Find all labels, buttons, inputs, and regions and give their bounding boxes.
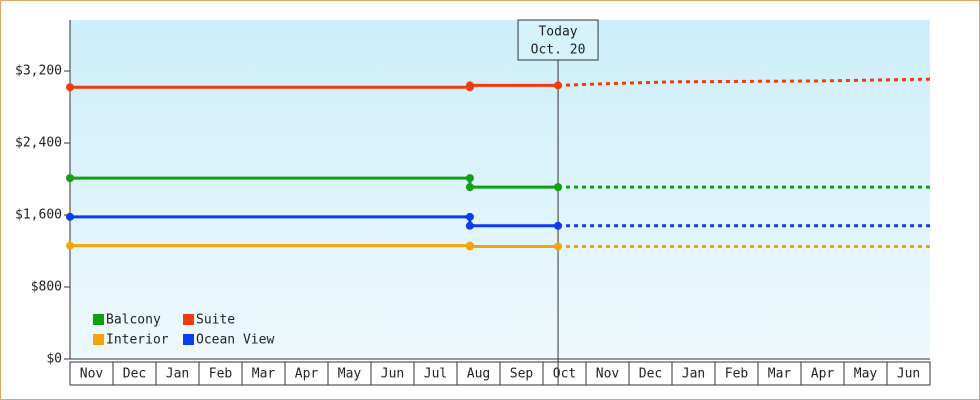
legend-swatch [183, 314, 194, 325]
x-tick-label: Jan [682, 367, 705, 382]
point [465, 221, 474, 230]
point [554, 81, 563, 90]
series-line [70, 176, 559, 189]
x-tick-label: Dec [639, 367, 662, 382]
y-tick-label: $2,400 [15, 136, 62, 151]
x-tick-label: Jul [424, 367, 447, 382]
y-tick-label: $800 [31, 280, 62, 295]
today-label: Oct. 20 [531, 43, 586, 58]
legend-label: Suite [196, 313, 235, 328]
today-box [517, 19, 599, 61]
x-tick-label: Feb [209, 367, 233, 382]
x-tick-label: Nov [596, 367, 620, 382]
point [465, 81, 474, 90]
x-tick-label: May [338, 367, 362, 382]
legend-label: Interior [106, 333, 169, 348]
point [554, 242, 563, 251]
legend-swatch [93, 334, 104, 345]
x-tick-label: Dec [123, 367, 146, 382]
x-tick-label: Apr [295, 367, 319, 382]
x-tick-label: Jun [381, 367, 404, 382]
point [66, 241, 74, 250]
point [465, 242, 474, 251]
x-tick-label: Apr [811, 367, 835, 382]
x-tick-label: May [854, 367, 878, 382]
x-tick-label: Sep [510, 367, 534, 382]
x-tick-label: Aug [467, 367, 490, 382]
legend-label: Balcony [106, 313, 161, 328]
point [465, 212, 474, 221]
x-tick-label: Jun [897, 367, 920, 382]
point [554, 221, 563, 230]
x-tick-label: Oct [553, 367, 576, 382]
point [465, 174, 474, 183]
point [66, 83, 74, 92]
x-tick-label: Mar [768, 367, 792, 382]
x-tick-label: Mar [252, 367, 276, 382]
forecast-line [557, 77, 931, 87]
x-tick-label: Nov [80, 367, 104, 382]
point [465, 183, 474, 192]
x-tick-label: Feb [725, 367, 749, 382]
today-label: Today [538, 25, 577, 40]
y-tick-label: $1,600 [15, 208, 62, 223]
y-tick-label: $0 [46, 352, 62, 367]
x-tick-label: Jan [166, 367, 189, 382]
legend-swatch [183, 334, 194, 345]
plot-area [70, 20, 930, 359]
point [66, 212, 74, 221]
point [554, 183, 563, 192]
y-tick-label: $3,200 [15, 64, 62, 79]
series-line [70, 244, 559, 249]
point [66, 174, 74, 183]
month-cell [886, 361, 931, 386]
legend-swatch [93, 314, 104, 325]
series-line [70, 215, 559, 228]
legend-label: Ocean View [196, 333, 274, 348]
